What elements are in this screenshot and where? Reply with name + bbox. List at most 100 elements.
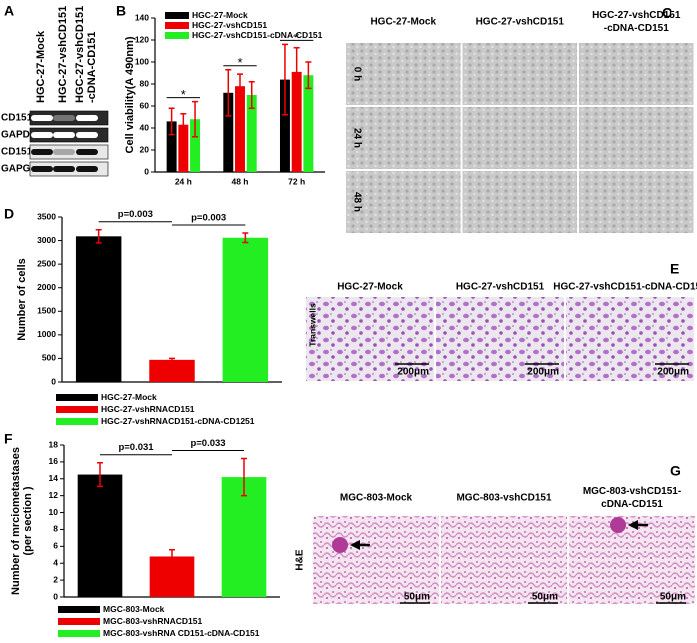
error-bar: [281, 43, 288, 116]
bar: [149, 359, 195, 382]
y-tick-label: 0: [51, 376, 56, 386]
y-tick-label: 18: [49, 439, 59, 449]
y-tick-label: 0: [53, 591, 58, 601]
column-heading: HGC-27-vshCD151: [592, 10, 681, 21]
error-bar: [248, 81, 255, 109]
column-heading: cDNA-CD151: [601, 499, 663, 510]
error-bar: [237, 73, 243, 100]
metastasis: [332, 537, 348, 553]
legend-swatch: [56, 406, 98, 413]
y-tick-label: 1500: [37, 306, 56, 316]
micrograph: [462, 171, 577, 233]
y-tick-label: 500: [42, 353, 56, 363]
legend-label: MGC-803-vshRNA CD151-cDNA-CD151: [103, 628, 260, 638]
legend-swatch: [58, 606, 100, 613]
micrograph: [346, 171, 461, 233]
blot-band: [31, 149, 53, 155]
lane-label: HGC-27-vshCD151: [57, 6, 69, 103]
column-heading: HGC-27-Mock: [337, 282, 403, 293]
legend-swatch: [56, 394, 98, 401]
error-bar: [192, 100, 199, 138]
micrograph: [346, 43, 461, 105]
y-tick-label: 2000: [37, 282, 56, 292]
blot-strip: [29, 144, 109, 160]
bar: [291, 71, 302, 172]
y-tick-label: 10: [49, 507, 59, 517]
x-tick-label: 72 h: [288, 176, 305, 186]
error-bar: [169, 357, 175, 363]
micrograph: [441, 516, 567, 604]
chart: 0 500 1000 1500 2000 2500 3000 3500 Number of ce…: [16, 209, 282, 426]
scale-label: 200μm: [657, 367, 689, 378]
annotation: p=0.003: [191, 213, 226, 224]
blot-band: [31, 115, 53, 121]
blot-strip: [29, 110, 109, 126]
error-bar: [241, 457, 247, 497]
scale-label: 50μm: [660, 592, 686, 603]
chart: 0 2 4 6 8 10 12 14 16 18 Number of mrciometastases…: [10, 438, 280, 638]
row-label: 0 h: [351, 67, 362, 81]
y-axis-label: Cell viability(A 490nm): [124, 36, 136, 153]
y-tick-label: 0: [144, 166, 149, 176]
error-bar: [305, 61, 312, 90]
legend-label: HGC-27-vshCD151-cDNA-CD151: [192, 30, 323, 40]
error-bar: [225, 68, 232, 117]
micrograph: [462, 107, 577, 169]
legend-label: HGC-27-vshRNACD151-cDNA-CD1251: [101, 416, 255, 426]
blot-band: [76, 115, 98, 121]
panel-letter: F: [4, 431, 13, 447]
row-label: 24 h: [351, 128, 362, 148]
y-tick-label: 80: [140, 78, 150, 88]
column-heading: MGC-803-vshCD151-: [583, 486, 681, 497]
bar: [166, 121, 177, 172]
chart: 0 20 40 60 80 100 120 140 Cell viability(A 490nm…: [124, 10, 325, 186]
bar: [178, 124, 189, 172]
arrow-head: [628, 520, 638, 530]
micrograph: [306, 297, 434, 381]
bar: [303, 75, 314, 172]
y-tick-label: 8: [53, 524, 58, 534]
micrograph: [579, 107, 694, 169]
error-bar: [97, 461, 103, 488]
annotation: *: [237, 55, 242, 70]
arrow-head: [350, 540, 360, 550]
error-bar: [95, 228, 102, 244]
bar: [223, 92, 234, 172]
panel-letter: D: [4, 206, 14, 222]
micrograph: [579, 171, 694, 233]
x-tick-label: 24 h: [175, 176, 192, 186]
y-tick-label: 40: [140, 122, 150, 132]
y-axis-label: Number of mrciometastases: [10, 447, 22, 595]
error-bar: [242, 232, 249, 244]
y-axis-label: Number of cells: [16, 258, 28, 341]
annotation: p=0.003: [118, 209, 153, 220]
error-bar: [169, 548, 175, 564]
y-tick-label: 14: [49, 473, 59, 483]
column-heading: MGC-803-Mock: [340, 493, 413, 504]
lane-label: HGC-27-Mock: [35, 30, 47, 103]
y-tick-label: 100: [135, 56, 149, 66]
y-tick-label: 3500: [37, 211, 56, 221]
bar: [75, 236, 122, 382]
row-label: CD151: [1, 147, 33, 158]
scale-label: 50μm: [532, 592, 558, 603]
bar: [222, 237, 269, 382]
annotation: p=0.031: [118, 442, 154, 453]
blot-band: [31, 132, 53, 138]
column-heading: -cDNA-CD151: [604, 23, 669, 34]
column-heading: HGC-27-vshCD151-cDNA-CD151: [553, 282, 697, 293]
legend-label: MGC-803-vshRNACD151: [103, 616, 202, 626]
metastasis: [610, 517, 626, 533]
bar: [279, 79, 290, 172]
lane-label: HGC-27-vshCD151: [74, 6, 86, 103]
annotation: *: [181, 87, 186, 102]
micrograph: [346, 107, 461, 169]
bar: [77, 474, 123, 597]
column-heading: HGC-27-vshCD151: [476, 17, 565, 28]
scale-label: 200μm: [527, 367, 559, 378]
panel-letter: B: [116, 3, 126, 19]
scale-label: 200μm: [397, 367, 429, 378]
y-tick-label: 6: [53, 541, 58, 551]
column-heading: HGC-27-vshCD151: [456, 282, 545, 293]
